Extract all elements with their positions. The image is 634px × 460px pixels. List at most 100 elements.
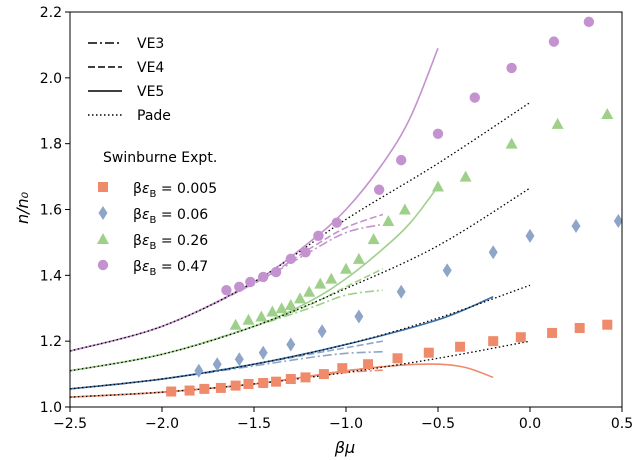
x-tick-label: −1.5 xyxy=(237,416,271,432)
data-point-square xyxy=(230,380,241,391)
data-point-circle xyxy=(432,128,444,139)
data-point-square xyxy=(215,382,226,393)
legend-label-diamond-series: βεB = 0.06 xyxy=(133,207,208,226)
x-tick-label: −0.5 xyxy=(421,416,455,432)
data-point-circle xyxy=(396,154,407,166)
data-point-circle xyxy=(245,276,256,288)
legend: VE3 VE4 VE5 Pade Swinburne Expt. βεB = 0.005 β… xyxy=(88,36,217,278)
data-point-circle xyxy=(285,253,296,265)
data-point-square xyxy=(166,386,177,397)
y-tick-label: 1.0 xyxy=(40,400,62,416)
data-point-circle xyxy=(548,36,560,47)
data-point-triangle xyxy=(432,180,444,192)
data-point-square xyxy=(455,341,466,352)
data-point-square xyxy=(318,369,329,380)
data-point-triangle xyxy=(229,318,242,330)
curve-ve5-0-26 xyxy=(70,185,439,372)
data-point-square xyxy=(488,336,499,347)
data-point-triangle xyxy=(601,108,614,120)
legend-label-ve4: VE4 xyxy=(137,60,164,76)
data-point-triangle xyxy=(284,298,297,310)
y-tick-label: 2.0 xyxy=(40,71,62,87)
data-point-triangle xyxy=(352,252,365,264)
data-point-triangle xyxy=(340,262,352,274)
data-point-triangle xyxy=(551,117,564,129)
data-point-diamond xyxy=(212,357,222,372)
data-point-square xyxy=(547,327,558,338)
data-point-diamond xyxy=(613,214,622,229)
legend-label-square-series: βεB = 0.005 xyxy=(133,181,217,200)
data-point-triangle xyxy=(325,272,338,284)
data-point-diamond xyxy=(571,218,581,233)
data-point-triangle xyxy=(382,215,395,227)
curve-ve3-0-26 xyxy=(70,289,383,372)
data-point-circle xyxy=(270,266,282,278)
x-tick-label: 0.5 xyxy=(611,416,633,432)
data-point-triangle xyxy=(266,305,279,317)
curve-ve5-0-06 xyxy=(70,295,494,390)
legend-label-pade: Pade xyxy=(137,108,171,124)
data-point-square xyxy=(243,378,254,389)
curve-pade-0-005 xyxy=(70,340,531,398)
data-point-diamond xyxy=(354,309,364,324)
data-point-square xyxy=(337,363,348,374)
data-point-circle xyxy=(331,217,342,228)
data-point-triangle xyxy=(255,310,268,322)
curve-ve4-0-47 xyxy=(70,213,384,352)
y-tick-label: 1.4 xyxy=(40,268,62,284)
data-point-triangle xyxy=(275,302,288,314)
legend-label-triangle-series: βεB = 0.26 xyxy=(133,233,208,252)
y-tick-label: 2.2 xyxy=(40,5,62,21)
x-tick-label: −2.5 xyxy=(53,416,87,432)
data-point-square xyxy=(199,383,210,394)
data-point-circle xyxy=(469,92,480,103)
legend-marker-circle xyxy=(97,259,109,271)
data-point-circle xyxy=(506,62,517,74)
data-point-square xyxy=(602,319,613,330)
data-point-square xyxy=(271,376,282,387)
data-point-square xyxy=(423,347,434,358)
curve-ve4-0-005 xyxy=(70,365,383,398)
data-point-circle xyxy=(300,247,311,258)
y-axis-ticks: 1.0 1.2 1.4 1.6 1.8 2.0 2.2 xyxy=(40,5,70,416)
data-point-square xyxy=(300,372,311,383)
data-point-triangle xyxy=(314,277,327,289)
data-point-square xyxy=(363,359,374,370)
data-point-circle xyxy=(258,271,269,283)
x-axis-label: βμ xyxy=(334,438,355,457)
legend-label-ve5: VE5 xyxy=(137,84,164,100)
data-point-square xyxy=(515,332,526,343)
curve-ve5-0-47 xyxy=(70,47,439,352)
data-point-diamond xyxy=(234,352,244,367)
data-point-triangle xyxy=(303,285,316,297)
data-point-square xyxy=(285,374,296,385)
x-tick-label: 0.0 xyxy=(519,416,541,432)
curve-ve4-0-26 xyxy=(70,268,384,372)
data-point-triangle xyxy=(294,292,306,304)
legend-marker-diamond xyxy=(98,206,108,220)
experimental-markers xyxy=(166,16,622,397)
data-point-triangle xyxy=(242,313,255,325)
data-point-diamond xyxy=(194,363,204,378)
y-tick-label: 1.8 xyxy=(40,137,62,153)
curve-pade-0-47 xyxy=(70,101,531,352)
data-point-diamond xyxy=(258,345,268,360)
legend-label-circle-series: βεB = 0.47 xyxy=(133,259,208,278)
data-point-square xyxy=(392,353,403,364)
legend-marker-triangle xyxy=(97,233,109,244)
data-point-triangle xyxy=(459,170,472,182)
data-point-circle xyxy=(583,16,595,28)
data-point-square xyxy=(574,323,585,333)
data-point-circle xyxy=(313,230,324,242)
curve-pade-0-26 xyxy=(70,187,531,372)
data-point-square xyxy=(258,377,269,388)
data-point-diamond xyxy=(525,228,535,243)
x-tick-label: −1.0 xyxy=(329,416,363,432)
legend-label-ve3: VE3 xyxy=(137,36,164,52)
curve-ve4-0-06 xyxy=(70,340,383,390)
data-point-diamond xyxy=(317,324,327,339)
legend-title: Swinburne Expt. xyxy=(103,150,217,166)
x-axis-ticks: −2.5 −2.0 −1.5 −1.0 −0.5 0.0 0.5 xyxy=(53,407,633,432)
curve-ve3-0-06 xyxy=(70,350,383,390)
